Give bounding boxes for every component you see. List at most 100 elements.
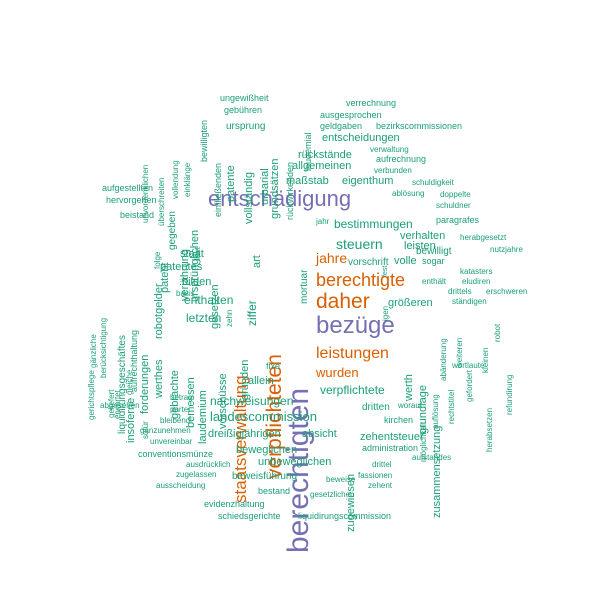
word-ausscheidung: ausscheidung — [156, 481, 206, 490]
word-nutzjahre: nutzjahre — [490, 245, 523, 254]
word-robot: robot — [493, 323, 502, 342]
word-gaenzliche: gänzliche — [89, 334, 98, 368]
word-einklaenge: einklänge — [183, 162, 192, 197]
word-drittels: drittels — [448, 287, 472, 296]
word-entscheidungen: entscheidungen — [322, 132, 400, 144]
word-kirchen: kirchen — [384, 415, 414, 425]
word-partei: partei — [170, 405, 191, 414]
word-aufgestellten: aufgestellten — [102, 183, 154, 193]
word-groesseren: größeren — [388, 297, 433, 309]
word-werthes: werthes — [153, 359, 165, 398]
word-beweisfuehrung: beweisführung — [232, 471, 298, 482]
word-bemessen: bemessen — [185, 377, 197, 428]
word-letzten: letzten — [186, 311, 222, 325]
word-landescommission: landescommission — [210, 409, 317, 424]
word-laudemium: laudemium — [197, 390, 209, 444]
word-eigenthum: eigenthum — [342, 175, 394, 187]
word-administration: administration — [362, 443, 419, 453]
word-schuldigkeit: schuldigkeit — [412, 178, 454, 187]
word-abaenderung: abänderung — [439, 338, 448, 381]
word-folge: folge — [153, 251, 162, 269]
word-bewilligten: bewilligten — [199, 119, 209, 162]
word-vollendung: vollendung — [171, 160, 180, 199]
word-hervorgehen: hervorgehen — [106, 195, 157, 205]
word-abloesung: ablösung — [392, 189, 425, 198]
word-unbeweglichen: unbeweglichen — [258, 456, 332, 468]
word-laut: laut — [193, 247, 202, 260]
word-geldgaben: geldgaben — [320, 121, 363, 131]
word-verhalten: verhalten — [400, 230, 446, 242]
word-patentes: patentes — [160, 261, 203, 273]
word-doppelte: doppelte — [440, 190, 471, 199]
word-moeglichkeit: möglichkeit — [419, 421, 428, 462]
word-schiedsgerichte: schiedsgerichte — [218, 511, 281, 521]
word-gesetzlichen: gesetzlichen — [310, 490, 355, 499]
word-art: art — [251, 255, 263, 268]
word-wortlaute: wortlaute — [452, 361, 485, 370]
word-gebuehren: gebühren — [224, 105, 263, 115]
word-vorschuesse: vorschüsse — [217, 373, 229, 429]
word-zugelassen: zugelassen — [176, 470, 217, 479]
word-massstab: maßstab — [286, 175, 329, 187]
word-aufstandes: aufstandes — [412, 453, 452, 462]
word-gefordert: gefordert — [465, 369, 474, 402]
word-enthalten: enthalten — [184, 293, 234, 307]
word-erschweren: erschweren — [486, 287, 528, 296]
word-basis: basis — [176, 289, 195, 298]
word-beweglichen: beweglichen — [236, 444, 298, 456]
word-verrechnung: verrechnung — [346, 98, 397, 108]
word-refundirung: refundirung — [505, 374, 514, 415]
word-laudemial: laudemial — [303, 132, 313, 171]
word-fassionen: fassionen — [358, 471, 393, 480]
word-ausdruecklich: ausdrücklich — [186, 460, 231, 469]
word-beweise: beweise — [326, 475, 356, 484]
word-gruenden: gründen — [239, 359, 251, 400]
word-ueberschreiten: überschreiten — [157, 177, 166, 226]
word-leistungen: leistungen — [316, 345, 389, 362]
word-ausgesprochen: ausgesprochen — [320, 110, 382, 120]
word-forderungen: forderungen — [139, 354, 151, 414]
word-aufrechnung: aufrechnung — [376, 154, 427, 164]
word-betrag: betrag — [170, 393, 193, 402]
word-ziffer: ziffer — [245, 300, 259, 326]
word-steuern: steuern — [336, 236, 383, 252]
word-staat: staat — [180, 248, 204, 260]
word-bestimmungen: bestimmungen — [334, 217, 413, 231]
word-herabsetzen: herabsetzen — [485, 407, 494, 452]
word-bewilligt: bewilligt — [416, 246, 452, 257]
word-daher: daher — [316, 290, 370, 313]
word-bestand: bestand — [258, 486, 291, 496]
word-fixe: fixe — [266, 361, 281, 371]
word-ganzunehmen: ganzunehmen — [140, 426, 191, 435]
word-vollstaendig: vollständig — [243, 172, 255, 224]
word-conventionsmuenze: conventionsmünze — [138, 449, 214, 459]
word-unvordenklichen: unvordenklichen — [141, 164, 150, 223]
word-leisten: leisten — [404, 240, 436, 252]
word-dritten: dritten — [362, 402, 390, 413]
word-allein: allein — [248, 375, 274, 387]
word-allgemeinen: allgemeinen — [292, 160, 352, 172]
word-katasters: katasters — [460, 267, 493, 276]
word-liquidirungscommission: liquidirungscommission — [298, 511, 392, 521]
word-vorschrift: vorschrift — [348, 257, 389, 268]
word-absicht: absicht — [302, 428, 337, 440]
word-abgesehen: abgesehen — [100, 401, 140, 410]
word-jahre: jahre — [316, 250, 348, 266]
word-ursprung: ursprung — [226, 121, 266, 132]
word-patente: patente — [225, 165, 237, 202]
word-fest: fest — [382, 265, 389, 277]
word-ungewissheit: ungewißheit — [220, 93, 269, 103]
word-gerichtspflege: gerichtspflege — [87, 370, 96, 420]
word-zehentsteuer: zehentsteuer — [360, 431, 424, 443]
word-bezirkscommissionen: bezirkscommissionen — [376, 121, 463, 131]
word-berechtigte: berechtigte — [316, 270, 406, 290]
word-paragrafes: paragrafes — [436, 215, 480, 225]
word-eludiren: eludiren — [462, 277, 491, 286]
word-staendigen: ständigen — [452, 297, 487, 306]
word-dreissigjaehrigen: dreißigjährigen — [208, 428, 281, 440]
word-sogar: sogar — [422, 256, 445, 266]
word-bezuege: bezüge — [316, 312, 395, 339]
word-verwaltung: verwaltung — [370, 145, 409, 154]
word-worauf: worauf — [398, 401, 423, 410]
